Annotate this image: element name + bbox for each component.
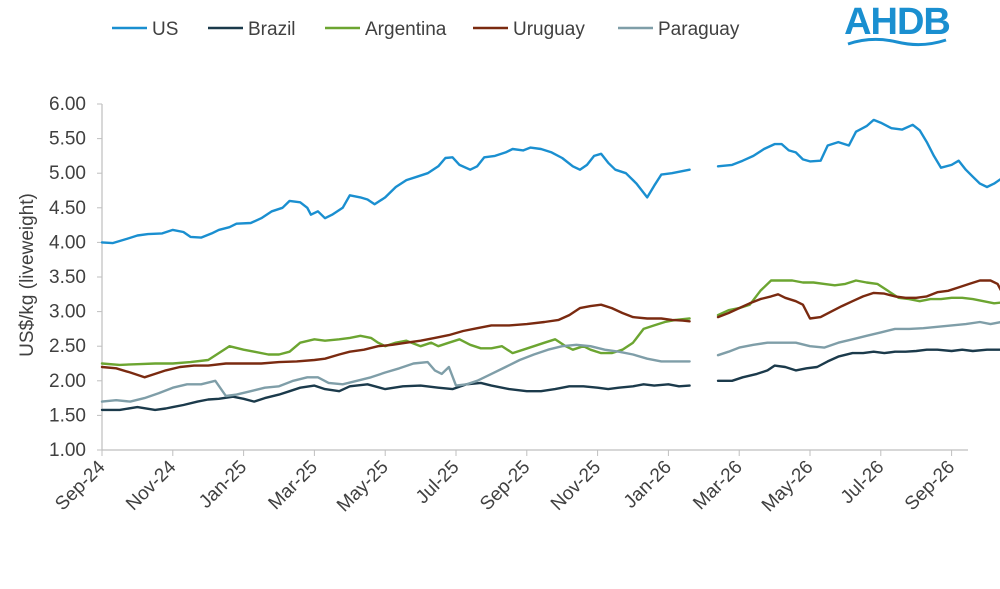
x-tick-label: Jan-26 xyxy=(620,457,676,513)
series-line-us xyxy=(100,146,691,245)
y-tick-label: 1.00 xyxy=(49,440,86,461)
series-line-uruguay xyxy=(100,303,691,379)
y-tick-label: 4.00 xyxy=(49,232,86,253)
x-tick-label: Jul-25 xyxy=(412,457,463,508)
chart-legend: US Brazil Argentina Uruguay Paraguay xyxy=(112,19,740,40)
chart-axes xyxy=(101,104,968,451)
series-line-brazil xyxy=(716,348,1000,382)
series-line-paraguay xyxy=(100,343,691,403)
x-tick-label: Jan-25 xyxy=(195,457,251,513)
legend-label-argentina: Argentina xyxy=(365,19,447,40)
series-line-argentina xyxy=(100,317,691,367)
series-line-brazil xyxy=(100,381,691,412)
logo-wave-icon xyxy=(847,37,947,47)
logo-text: AHDB xyxy=(844,1,950,43)
chart-series xyxy=(100,118,1000,412)
legend-label-uruguay: Uruguay xyxy=(513,19,585,40)
series-line-paraguay xyxy=(716,320,1000,357)
series-line-uruguay xyxy=(716,279,1000,320)
legend-label-paraguay: Paraguay xyxy=(658,19,740,40)
y-tick-label: 4.50 xyxy=(49,198,86,219)
y-tick-label: 2.00 xyxy=(49,371,86,392)
x-tick-label: Mar-25 xyxy=(265,457,322,514)
y-axis-title: US$/kg (liveweight) xyxy=(17,193,38,357)
y-tick-label: 6.00 xyxy=(49,94,86,115)
y-axis-ticks: 1.00 1.50 2.00 2.50 3.00 3.50 4.00 4.50 5.00 5.50… xyxy=(49,94,102,461)
x-tick-label: Sep-25 xyxy=(476,457,534,515)
x-tick-label: May-26 xyxy=(758,457,818,517)
x-tick-label: May-25 xyxy=(333,457,393,517)
y-tick-label: 1.50 xyxy=(49,405,86,426)
x-tick-label: Jul-26 xyxy=(837,457,888,508)
y-tick-label: 3.50 xyxy=(49,267,86,288)
x-tick-label: Sep-26 xyxy=(901,457,959,515)
legend-label-us: US xyxy=(152,19,178,40)
y-tick-label: 5.00 xyxy=(49,163,86,184)
y-tick-label: 3.00 xyxy=(49,302,86,323)
x-tick-label: Nov-25 xyxy=(547,457,605,515)
ahdb-logo: AHDB xyxy=(844,1,951,47)
y-tick-label: 5.50 xyxy=(49,129,86,150)
legend-label-brazil: Brazil xyxy=(248,19,296,40)
x-tick-label: Sep-24 xyxy=(51,456,109,514)
x-axis-ticks: Sep-24 Nov-24 Jan-25 Mar-25 May-25 Jul-25 Sep-… xyxy=(51,450,959,516)
x-tick-label: Nov-24 xyxy=(122,456,180,514)
series-line-us xyxy=(716,118,1000,189)
y-tick-label: 2.50 xyxy=(49,336,86,357)
series-line-argentina xyxy=(716,279,1000,317)
x-tick-label: Mar-26 xyxy=(689,457,746,514)
